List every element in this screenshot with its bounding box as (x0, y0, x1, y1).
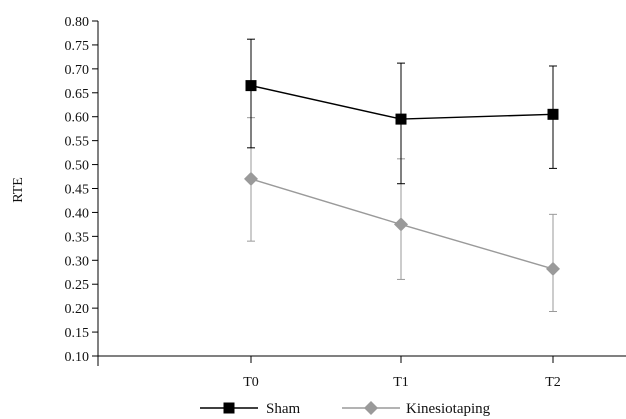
x-tick-label: T1 (393, 375, 409, 390)
y-tick-label: 0.70 (65, 63, 90, 78)
legend-marker (223, 402, 235, 414)
y-axis: 0.10 0.15 0.20 0.25 0.30 0.35 0.40 0.45 0.50 0.55… (65, 15, 99, 366)
y-tick-label: 0.10 (65, 350, 90, 365)
legend-marker (364, 401, 378, 415)
y-tick-label: 0.60 (65, 111, 90, 126)
series-layer (244, 38, 560, 312)
y-tick-label: 0.20 (65, 302, 90, 317)
y-axis-title: RTE (11, 177, 26, 203)
data-point (244, 171, 258, 186)
y-tick-label: 0.55 (65, 135, 90, 150)
legend: Sham Kinesiotaping (200, 401, 491, 417)
data-point (546, 261, 560, 276)
y-tick-label: 0.40 (65, 206, 90, 221)
data-point (245, 80, 257, 92)
legend-item-sham: Sham (200, 401, 301, 417)
legend-item-kinesiotaping: Kinesiotaping (342, 401, 491, 417)
data-point (547, 108, 559, 120)
legend-label: Sham (266, 401, 301, 417)
y-tick-label: 0.15 (65, 326, 90, 341)
series-kinesiotaping (244, 117, 560, 312)
y-tick-label: 0.45 (65, 183, 90, 198)
x-tick-label: T0 (243, 375, 259, 390)
y-tick-label: 0.25 (65, 278, 90, 293)
legend-label: Kinesiotaping (406, 401, 491, 417)
x-tick-label: T2 (545, 375, 561, 390)
y-tick-label: 0.75 (65, 39, 90, 54)
y-tick-label: 0.50 (65, 159, 90, 174)
y-tick-label: 0.80 (65, 15, 90, 30)
y-tick-label: 0.30 (65, 254, 90, 269)
data-point (395, 113, 407, 125)
data-point (394, 217, 408, 232)
y-tick-label: 0.65 (65, 87, 90, 102)
x-axis: T0 T1 T2 (98, 355, 626, 390)
series-sham (245, 38, 559, 185)
y-tick-label: 0.35 (65, 230, 90, 245)
